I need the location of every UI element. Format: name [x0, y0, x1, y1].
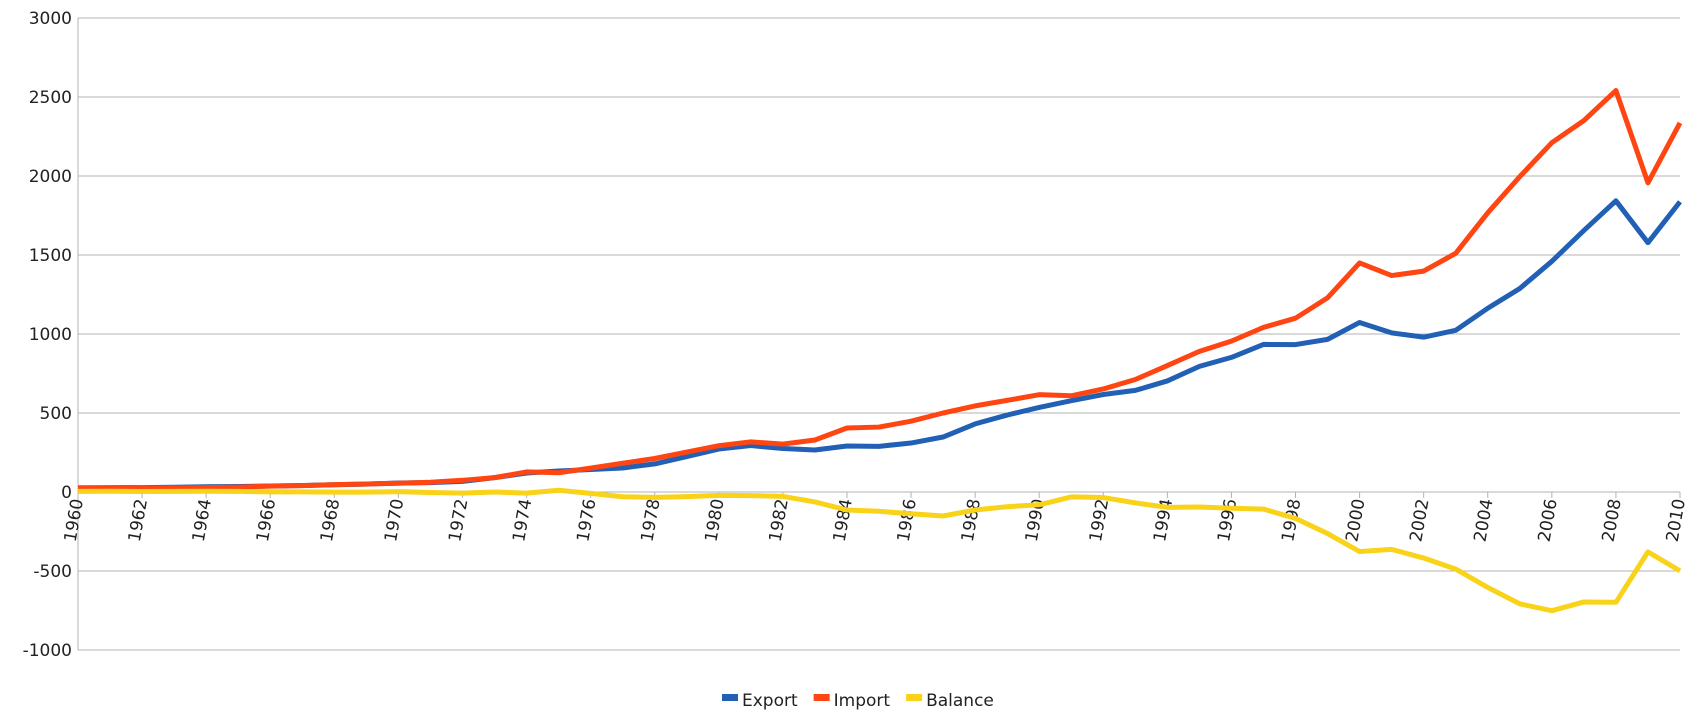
x-tick-label: 2006: [1535, 497, 1562, 543]
legend-swatch: [906, 694, 923, 701]
x-tick-label: 1992: [1086, 497, 1113, 543]
x-tick-label: 1974: [509, 497, 536, 543]
x-tick-label: 2010: [1663, 497, 1690, 543]
y-tick-label: 1500: [29, 246, 72, 266]
y-tick-label: 0: [61, 483, 72, 503]
y-tick-label: -1000: [23, 641, 72, 661]
x-tick-label: 1978: [637, 497, 664, 543]
series-line: [77, 198, 1682, 491]
x-tick-label: 1964: [189, 497, 216, 543]
y-tick-label: 2500: [29, 88, 72, 108]
x-tick-label: 1962: [125, 497, 152, 543]
y-tick-label: 3000: [29, 9, 72, 29]
legend-swatch: [813, 694, 830, 701]
x-tick-label: 2002: [1406, 497, 1433, 543]
legend-label: Export: [742, 691, 798, 711]
series-line: [77, 487, 1682, 614]
x-tick-label: 1970: [381, 497, 408, 543]
x-tick-label: 1996: [1214, 497, 1241, 543]
x-tick-label: 2004: [1470, 497, 1497, 543]
x-tick-label: 1968: [317, 497, 344, 543]
x-tick-label: 1976: [573, 497, 600, 543]
x-tick-label: 1986: [894, 497, 921, 543]
legend-swatch: [722, 694, 738, 701]
y-tick-label: 2000: [29, 167, 72, 187]
x-tick-label: 1980: [702, 497, 729, 543]
y-tick-label: 500: [40, 404, 72, 424]
x-tick-label: 1966: [253, 497, 280, 543]
x-tick-label: 1982: [766, 497, 793, 543]
x-tick-label: 1960: [61, 497, 88, 543]
legend-label: Import: [834, 691, 891, 711]
y-tick-label: -500: [33, 562, 72, 582]
y-tick-label: 1000: [29, 325, 72, 345]
x-tick-label: 1972: [445, 497, 472, 543]
x-tick-label: 2000: [1342, 497, 1369, 543]
legend-label: Balance: [926, 691, 994, 711]
x-tick-label: 2008: [1599, 497, 1626, 543]
x-tick-label: 1988: [958, 497, 985, 543]
series-line: [78, 88, 1683, 492]
